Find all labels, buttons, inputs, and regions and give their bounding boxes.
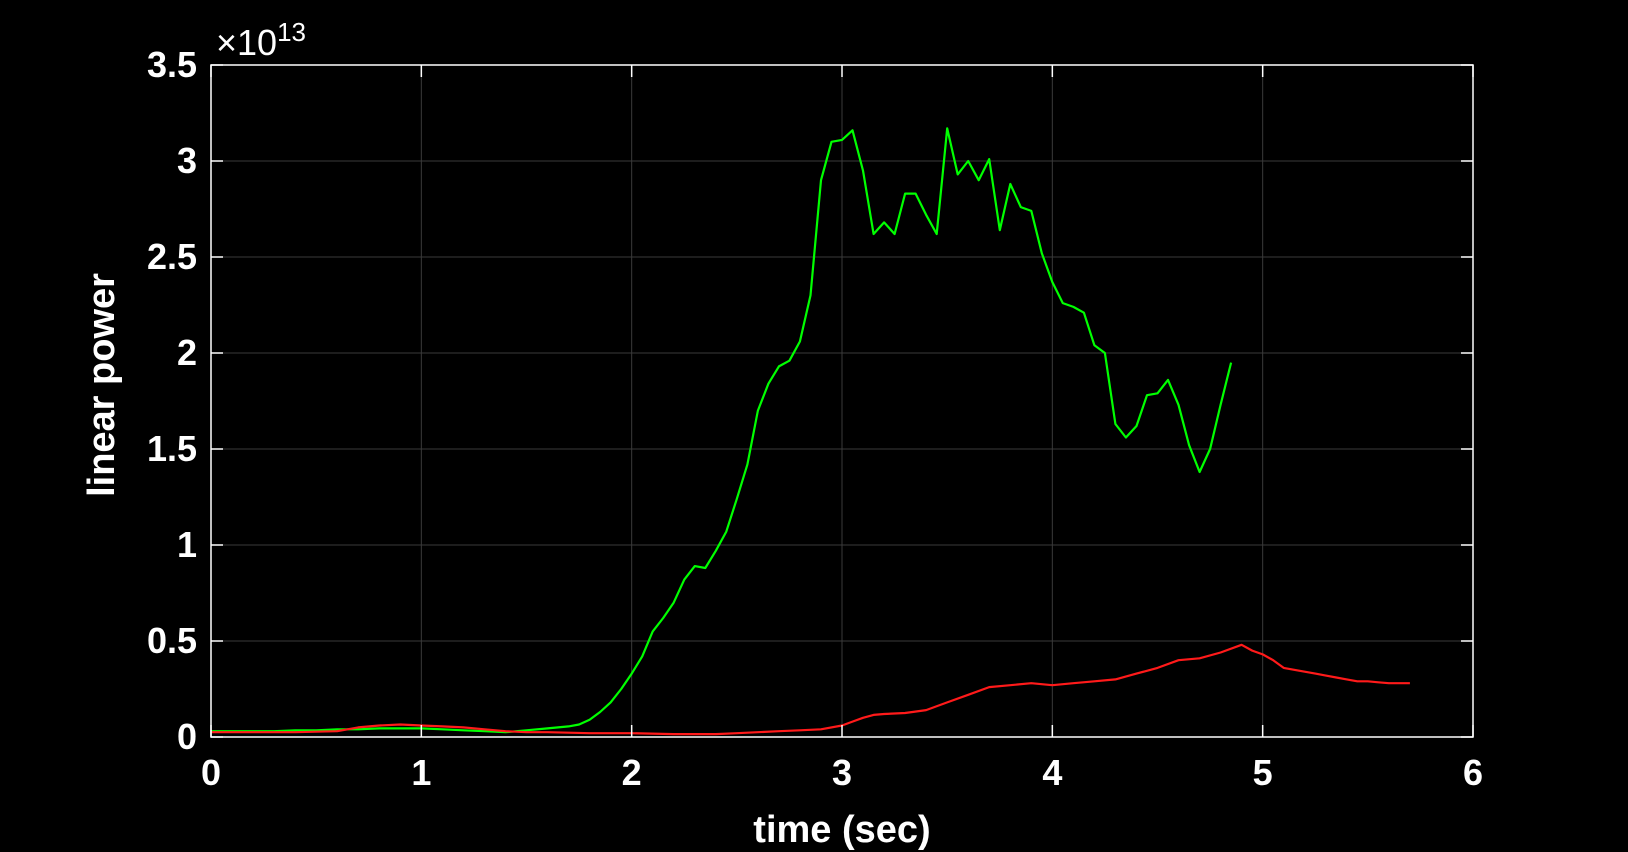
y-tick-label: 2 (177, 332, 197, 373)
x-tick-label: 3 (832, 752, 852, 793)
y-tick-label: 0 (177, 716, 197, 757)
y-axis-exponent: ×1013 (216, 17, 306, 63)
y-tick-label: 0.5 (147, 620, 197, 661)
y-tick-label: 2.5 (147, 236, 197, 277)
x-tick-label: 2 (622, 752, 642, 793)
x-tick-label: 1 (411, 752, 431, 793)
y-tick-label: 3 (177, 140, 197, 181)
tick-layer: 0 1 2 3 4 5 6 0 0.5 1 1.5 2 2.5 3 3.5 (147, 44, 1483, 793)
x-tick-label: 6 (1463, 752, 1483, 793)
y-axis-label: linear power (81, 273, 123, 497)
x-tick-label: 4 (1042, 752, 1062, 793)
series-layer (211, 127, 1410, 736)
series-line-1 (211, 127, 1233, 734)
x-axis-label: time (sec) (753, 809, 930, 851)
y-tick-label: 3.5 (147, 44, 197, 85)
y-axis-exponent-base: ×10 (216, 22, 277, 63)
grid-layer (210, 64, 1474, 738)
y-axis-exponent-power: 13 (277, 17, 306, 47)
series-line-2 (211, 643, 1410, 736)
y-tick-label: 1.5 (147, 428, 197, 469)
x-tick-label: 0 (201, 752, 221, 793)
x-tick-label: 5 (1253, 752, 1273, 793)
y-tick-label: 1 (177, 524, 197, 565)
